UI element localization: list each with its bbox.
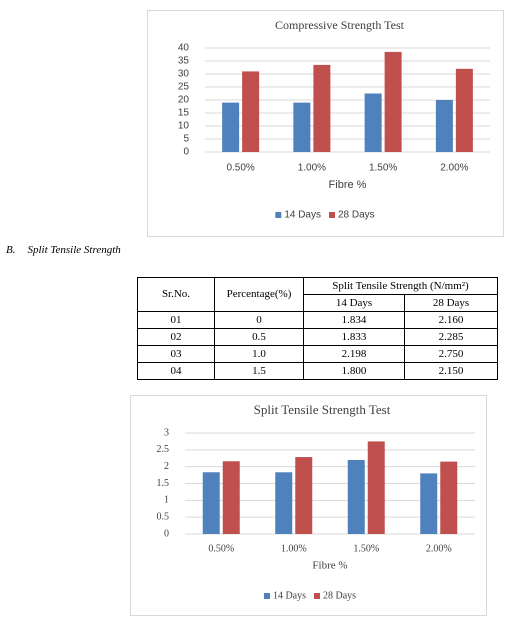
x-tick-label: 1.50% [353,543,379,554]
y-tick-label: 2.5 [157,444,170,455]
bar [347,460,365,534]
bar [222,102,240,152]
x-axis-title: Fibre % [312,560,347,572]
table-header: Split Tensile Strength (N/mm²) [303,277,498,295]
bar [222,461,240,534]
table-cell: 2.750 [404,345,498,363]
bar [364,93,382,152]
bar [242,71,260,152]
y-tick-label: 25 [178,82,190,93]
bar [455,68,473,152]
bar [420,473,438,534]
x-tick-label: 2.00% [440,163,468,174]
bar [313,64,331,152]
bar [435,100,453,152]
bar [202,472,220,534]
table-cell: 1.833 [303,328,405,346]
y-tick-label: 40 [178,43,190,54]
table-cell: 1.834 [303,311,405,329]
table-cell: 2.285 [404,328,498,346]
x-tick-label: 1.50% [369,163,397,174]
table-cell: 2.198 [303,345,405,363]
y-tick-label: 0 [164,528,169,539]
legend-label: 14 Days [284,210,321,221]
table-cell: 0.5 [214,328,304,346]
legend-swatch [263,593,270,599]
section-title: Split Tensile Strength [27,244,121,256]
table-row: 04 1.5 1.800 2.150 [137,362,498,380]
y-tick-label: 35 [178,56,190,67]
y-tick-label: 2 [164,461,169,472]
y-tick-label: 1.5 [157,478,170,489]
y-tick-label: 1 [164,495,169,506]
bar [295,457,313,534]
table-subheader: 14 Days [303,294,405,312]
table-cell: 1.5 [214,362,304,380]
table-header: Percentage(%) [214,277,304,312]
x-tick-label: 1.00% [281,543,307,554]
table-cell: 2.160 [404,311,498,329]
chart-title: Split Tensile Strength Test [254,402,391,417]
bar [367,441,385,534]
y-tick-label: 20 [178,95,190,106]
x-tick-label: 1.00% [298,163,326,174]
x-tick-label: 0.50% [226,163,254,174]
chart-title: Compressive Strength Test [275,18,405,32]
bar [440,461,458,534]
legend-swatch [275,212,282,218]
table-header: Sr.No. [137,277,215,312]
x-tick-label: 0.50% [208,543,234,554]
table-row: 01 0 1.834 2.160 [137,311,498,329]
x-axis-title: Fibre % [329,179,367,191]
bar [384,51,402,152]
table-cell: 03 [137,345,215,363]
table-subheader: 28 Days [404,294,498,312]
legend-label: 14 Days [273,590,306,601]
y-tick-label: 0 [183,147,189,158]
bar [275,472,293,534]
y-tick-label: 10 [178,121,190,132]
section-number: B. [6,244,16,256]
table-cell: 1.0 [214,345,304,363]
table-row: 03 1.0 2.198 2.750 [137,345,498,363]
x-tick-label: 2.00% [426,543,452,554]
table-cell: 04 [137,362,215,380]
data-table: Sr.No. Percentage(%) Split Tensile Stren… [137,277,498,380]
table-cell: 02 [137,328,215,346]
y-tick-label: 5 [183,134,189,145]
bar [293,102,311,152]
legend-swatch [314,593,320,599]
table-cell: 0 [214,311,304,329]
legend-swatch [329,212,335,218]
section-heading: B. Split Tensile Strength [6,244,133,256]
y-tick-label: 15 [178,108,190,119]
y-tick-label: 30 [178,69,190,80]
y-tick-label: 3 [164,427,169,438]
y-tick-label: 0.5 [157,511,170,522]
legend-label: 28 Days [323,590,356,601]
table-row: 02 0.5 1.833 2.285 [137,328,498,346]
legend-label: 28 Days [338,210,375,221]
table-cell: 1.800 [303,362,405,380]
table-cell: 2.150 [404,362,498,380]
table-cell: 01 [137,311,215,329]
